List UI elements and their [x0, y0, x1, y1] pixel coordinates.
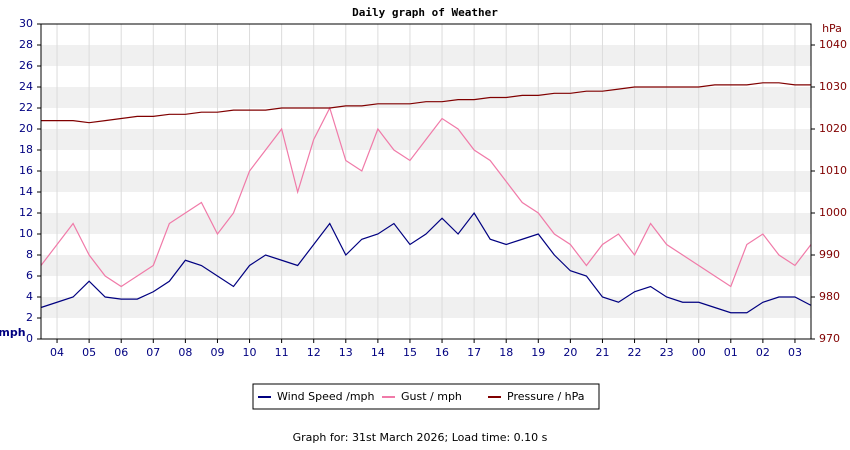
y-tick-label: 28	[19, 38, 33, 51]
legend-label: Gust / mph	[401, 390, 462, 403]
x-tick-label: 11	[275, 346, 289, 359]
series-line	[41, 82, 811, 124]
x-tick-label: 01	[724, 346, 738, 359]
y-tick-label: 14	[19, 185, 33, 198]
y-tick-label: 8	[26, 248, 33, 261]
legend-label: Wind Speed /mph	[277, 390, 375, 403]
x-tick-label: 12	[307, 346, 321, 359]
y-tick-label: 10	[19, 227, 33, 240]
y-tick-label: 20	[19, 122, 33, 135]
x-tick-label: 22	[628, 346, 642, 359]
x-tick-label: 05	[82, 346, 96, 359]
y-tick-label: 18	[19, 143, 33, 156]
x-tick-label: 23	[660, 346, 674, 359]
y-tick-label: 6	[26, 269, 33, 282]
x-tick-label: 20	[563, 346, 577, 359]
y-tick-label: 16	[19, 164, 33, 177]
y-tick-label: 4	[26, 290, 33, 303]
y-tick-label: 24	[19, 80, 33, 93]
grid-band	[41, 255, 811, 276]
y2-tick-label: 1040	[819, 38, 847, 51]
legend-box	[252, 383, 600, 410]
x-tick-label: 07	[146, 346, 160, 359]
x-tick-label: 08	[178, 346, 192, 359]
x-tick-label: 14	[371, 346, 385, 359]
x-tick-label: 16	[435, 346, 449, 359]
y-tick-label: 12	[19, 206, 33, 219]
y2-tick-label: 980	[819, 290, 840, 303]
y-tick-label: 0	[26, 332, 33, 345]
x-tick-label: 04	[50, 346, 64, 359]
x-tick-label: 02	[756, 346, 770, 359]
y2-tick-label: 970	[819, 332, 840, 345]
y2-tick-label: 990	[819, 248, 840, 261]
chart-title: Daily graph of Weather	[352, 6, 498, 19]
footer: Graph for: 31st March 2026; Load time: 0…	[293, 431, 548, 444]
x-tick-label: 21	[595, 346, 609, 359]
x-tick-label: 09	[210, 346, 224, 359]
x-tick-label: 06	[114, 346, 128, 359]
y2-tick-label: 1000	[819, 206, 847, 219]
y-tick-label: 26	[19, 59, 33, 72]
y2-tick-label: 1010	[819, 164, 847, 177]
x-tick-label: 13	[339, 346, 353, 359]
y-tick-label: 2	[26, 311, 33, 324]
x-tick-label: 15	[403, 346, 417, 359]
series-line	[40, 211, 812, 314]
grid-band	[41, 45, 811, 66]
y2-tick-label: 1020	[819, 122, 847, 135]
x-tick-label: 00	[692, 346, 706, 359]
x-tick-label: 17	[467, 346, 481, 359]
x-tick-label: 10	[243, 346, 257, 359]
legend: Wind Speed /mph Gust / mph Pressure / hPa	[258, 390, 585, 403]
series-line	[40, 106, 812, 288]
y2-tick-label: 1030	[819, 80, 847, 93]
grid-band	[41, 87, 811, 108]
plot-area: 04 05 06 07 08 09 10 11 12 13 14 15 16 17 18 19 20 21 22 23…	[19, 17, 847, 359]
x-tick-label: 03	[788, 346, 802, 359]
y2-axis-label: hPa	[822, 22, 842, 35]
y-tick-label: 22	[19, 101, 33, 114]
y-tick-label: 30	[19, 17, 33, 30]
y-axis-label: mph	[0, 326, 26, 339]
grid-band	[41, 213, 811, 234]
x-tick-label: 19	[531, 346, 545, 359]
plot-frame	[40, 23, 812, 340]
legend-label: Pressure / hPa	[507, 390, 585, 403]
grid-band	[41, 171, 811, 192]
x-tick-label: 18	[499, 346, 513, 359]
grid-band	[41, 297, 811, 318]
